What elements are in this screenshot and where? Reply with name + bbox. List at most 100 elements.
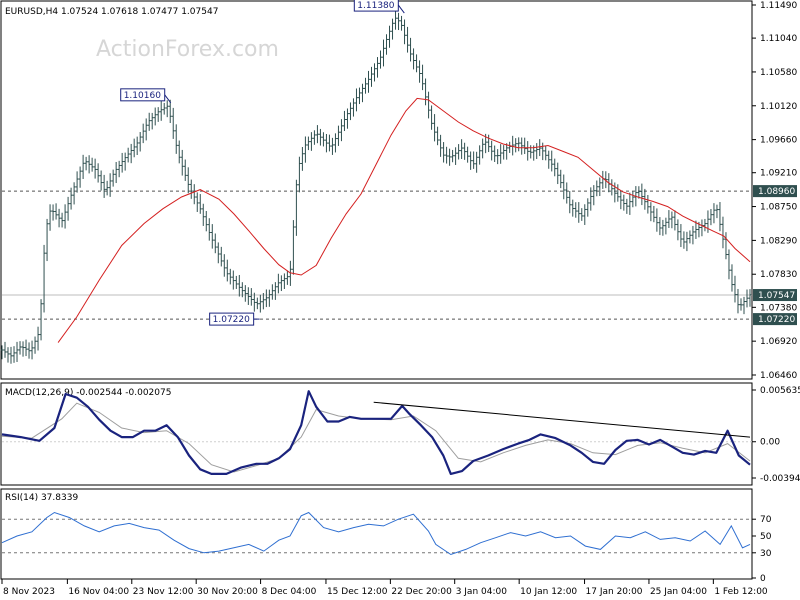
price-level-tag (753, 185, 797, 198)
price-bar (291, 220, 295, 275)
price-bar (613, 182, 617, 203)
price-bar (225, 259, 229, 282)
price-bar (108, 173, 112, 197)
x-tick-label: 8 Nov 2023 (3, 587, 55, 597)
price-bar (111, 169, 115, 187)
price-bar (382, 39, 386, 67)
price-bar (198, 194, 202, 214)
price-bar (372, 63, 376, 82)
moving-average-line (57, 97, 751, 343)
price-bar (132, 138, 136, 158)
price-bar (228, 268, 232, 285)
rsi-y-axis: 70 50 30 0 (752, 515, 772, 584)
price-bar (117, 160, 121, 178)
x-tick-label: 8 Dec 04:00 (262, 587, 317, 597)
price-bar (348, 102, 352, 121)
price-bar (586, 198, 590, 217)
price-bar (357, 87, 361, 105)
price-bar (733, 275, 737, 303)
price-bar (72, 182, 76, 205)
macd-header: MACD(12,26,9) -0.002544 -0.002075 (5, 388, 171, 398)
rsi-levels (2, 518, 752, 554)
price-bar (376, 57, 380, 78)
watermark: ActionForex.com (96, 37, 279, 62)
price-bar (673, 210, 677, 231)
price-bar (706, 210, 710, 233)
price-bar (418, 60, 422, 83)
price-bar (727, 249, 731, 280)
price-bar (475, 151, 479, 173)
price-bar (709, 209, 713, 226)
price-bar (679, 224, 683, 248)
price-bar (126, 147, 130, 163)
price-bar (369, 66, 373, 87)
price-bar (703, 218, 707, 232)
price-bar (165, 100, 169, 118)
price-bar (255, 297, 259, 310)
price-bar (90, 157, 94, 172)
price-bar (424, 78, 428, 106)
price-bar (385, 34, 389, 55)
price-bar (147, 112, 151, 131)
price-bar (15, 341, 19, 362)
price-bar (48, 204, 52, 231)
price-y-tick-label: 1.11490 (760, 1, 797, 11)
price-bar (694, 220, 698, 239)
price-annotation-label: 1.07220 (213, 315, 250, 325)
price-bar (75, 171, 79, 193)
x-tick-label: 1 Feb 12:00 (714, 587, 768, 597)
price-bar (631, 191, 635, 208)
price-bar (366, 70, 370, 93)
x-tick-label: 3 Jan 04:00 (456, 587, 508, 597)
price-bar (427, 91, 431, 119)
price-bar (258, 294, 262, 313)
price-bar (646, 195, 650, 214)
price-bar (433, 114, 437, 142)
price-bar (210, 224, 214, 249)
price-bar (201, 203, 205, 226)
price-annotations: 1.11380 1.10160 1.07220 (120, 0, 405, 326)
price-bar (430, 105, 434, 130)
price-bar (231, 270, 235, 290)
price-bar (66, 196, 70, 221)
price-bar (354, 88, 358, 112)
price-y-tick-label: 1.10580 (760, 68, 797, 78)
price-bar (195, 192, 199, 212)
price-bar (577, 202, 581, 223)
price-bar (249, 288, 253, 306)
price-bar (294, 179, 298, 236)
price-bar (592, 185, 596, 206)
price-bar (330, 137, 334, 155)
price-bar (150, 112, 154, 130)
macd-pane-frame (0, 382, 753, 486)
price-bar (496, 149, 500, 165)
price-bar (622, 194, 626, 211)
price-y-tick-label: 1.10120 (760, 102, 797, 112)
price-y-tick-label: 1.08750 (760, 203, 797, 213)
price-bar (442, 142, 446, 163)
price-bar (27, 342, 31, 359)
price-bar (397, 12, 401, 31)
price-bar (520, 137, 524, 155)
price-bar (685, 231, 689, 252)
price-bar (451, 149, 455, 163)
price-bar (342, 110, 346, 132)
price-bar (303, 136, 307, 163)
price-bar (93, 158, 97, 179)
price-y-tick-label: 1.11040 (760, 34, 797, 44)
price-bar (460, 139, 464, 159)
price-bar (406, 26, 410, 53)
price-bar (415, 54, 419, 73)
price-bar (363, 77, 367, 94)
price-bar (57, 208, 61, 228)
rsi-header: RSI(14) 37.8339 (5, 493, 78, 503)
price-bar (183, 159, 187, 181)
price-bar (400, 15, 404, 31)
x-tick-label: 16 Nov 04:00 (68, 587, 129, 597)
price-bar (60, 212, 64, 228)
price-bar (478, 145, 482, 165)
price-bar (156, 107, 160, 122)
price-bar (12, 346, 16, 363)
price-bar (24, 339, 28, 357)
price-bar (213, 233, 217, 254)
